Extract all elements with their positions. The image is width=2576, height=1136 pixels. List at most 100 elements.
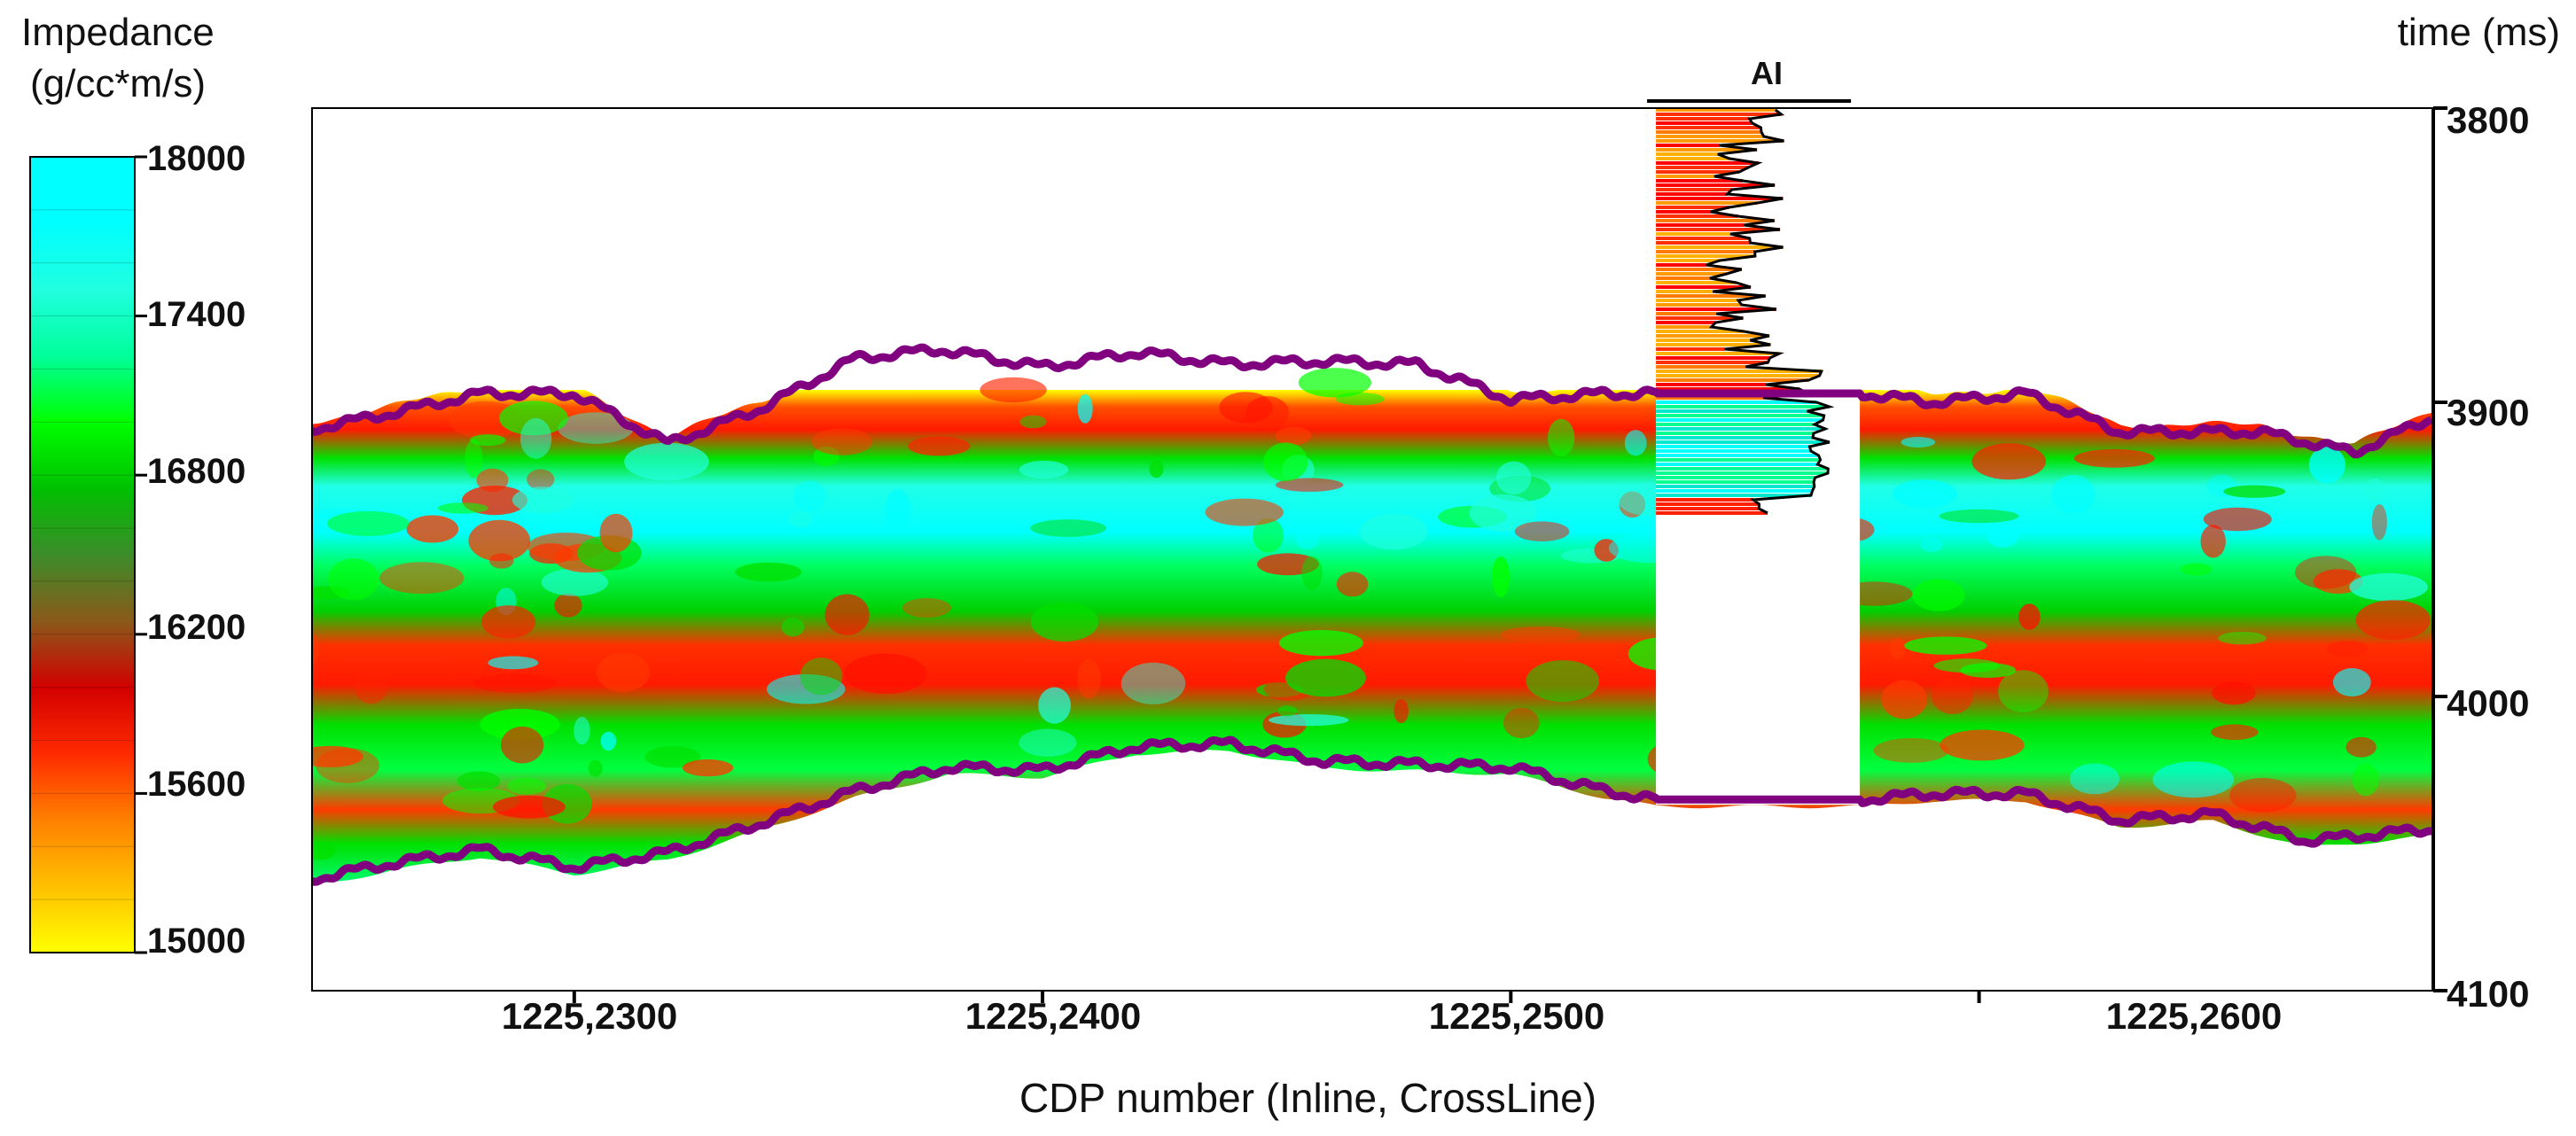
impedance-blob: [519, 417, 552, 459]
impedance-blob: [1904, 636, 1987, 655]
impedance-blob: [326, 510, 410, 536]
impedance-blob: [1019, 460, 1069, 479]
impedance-blob: [493, 795, 566, 819]
x-tick-label: 1225,2600: [2105, 995, 2283, 1037]
colorbar-title-line1: Impedance: [21, 11, 215, 54]
impedance-blob: [1998, 670, 2049, 712]
impedance-blob: [597, 652, 650, 692]
impedance-blob: [1285, 658, 1366, 697]
impedance-blob: [2295, 556, 2357, 589]
impedance-blob: [499, 401, 568, 436]
impedance-blob: [1893, 479, 1957, 509]
y-tick-label: 4000: [2447, 682, 2530, 724]
impedance-blob: [2069, 763, 2119, 795]
impedance-blob: [312, 841, 336, 860]
impedance-blob: [2051, 474, 2096, 515]
x-axis-label: CDP number (Inline, CrossLine): [1019, 1075, 1597, 1121]
impedance-blob: [481, 605, 536, 639]
impedance-blob: [1526, 660, 1600, 702]
impedance-blob: [1971, 443, 2046, 480]
impedance-blob: [1301, 556, 1323, 590]
impedance-blob: [558, 412, 634, 444]
impedance-blob: [1501, 626, 1581, 642]
impedance-blob: [574, 716, 590, 745]
impedance-blob: [811, 428, 872, 455]
impedance-blob: [624, 442, 709, 481]
impedance-blob: [600, 731, 617, 751]
impedance-blob: [2073, 448, 2155, 468]
colorbar-tick-label: 15600: [147, 765, 246, 804]
impedance-blob: [908, 436, 971, 456]
impedance-blob: [1495, 461, 1532, 494]
impedance-blob: [885, 489, 911, 530]
impedance-blob: [1030, 602, 1098, 642]
impedance-blob: [1873, 738, 1949, 763]
impedance-blob: [1019, 415, 1047, 429]
impedance-blob: [588, 759, 603, 777]
impedance-blob: [2181, 563, 2213, 576]
impedance-blob: [599, 513, 633, 553]
impedance-blob: [1263, 442, 1308, 482]
impedance-blob: [1492, 556, 1510, 597]
impedance-blob: [1253, 517, 1284, 553]
colorbar-tick-label: 17400: [147, 295, 246, 334]
impedance-blob: [980, 377, 1047, 403]
impedance-blob: [800, 657, 843, 696]
impedance-blob: [844, 653, 927, 694]
horizon-bottom: [310, 735, 2433, 886]
impedance-blob: [1901, 437, 1936, 447]
impedance-blob: [902, 597, 951, 618]
impedance-blob: [793, 480, 826, 511]
impedance-blob: [480, 708, 560, 740]
impedance-blob: [824, 594, 870, 635]
y-tick-label: 4100: [2447, 973, 2530, 1015]
impedance-blob: [1219, 392, 1273, 424]
x-tick-label: 1225,2500: [1428, 995, 1605, 1037]
impedance-blob: [1624, 430, 1647, 456]
impedance-blob: [1940, 729, 2025, 761]
impedance-blob: [781, 618, 805, 637]
impedance-blob: [473, 673, 558, 693]
well-log-label: AI: [1751, 55, 1783, 91]
y-tick-label: 3800: [2447, 99, 2530, 141]
impedance-blob: [2352, 764, 2379, 797]
impedance-blob: [2332, 668, 2371, 696]
impedance-blob: [527, 469, 555, 490]
impedance-blob: [468, 519, 531, 562]
impedance-blob: [464, 439, 483, 479]
impedance-blob: [1469, 494, 1537, 532]
impedance-blob: [507, 777, 547, 795]
impedance-blob: [457, 771, 501, 791]
impedance-blob: [1393, 699, 1409, 724]
impedance-blob: [1912, 579, 1965, 611]
impedance-blob: [1336, 572, 1369, 597]
axes: [311, 106, 2447, 1003]
impedance-blob: [328, 558, 379, 601]
impedance-blob: [489, 553, 514, 569]
impedance-body: [312, 368, 2433, 884]
impedance-blob: [1277, 705, 1298, 717]
impedance-blob: [2200, 525, 2226, 558]
impedance-blob: [2326, 641, 2369, 657]
impedance-blob: [735, 562, 802, 582]
impedance-blob: [1619, 491, 1646, 518]
colorbar-tick-label: 18000: [147, 139, 246, 178]
impedance-blob: [644, 746, 701, 768]
impedance-blob: [766, 673, 846, 704]
impedance-blob: [2346, 736, 2377, 758]
impedance-blob: [1268, 714, 1349, 727]
impedance-blob: [2152, 761, 2235, 798]
impedance-blob: [1275, 426, 1312, 446]
impedance-blob: [437, 502, 488, 514]
impedance-blob: [1278, 630, 1363, 657]
impedance-blob: [379, 562, 464, 595]
impedance-blob: [2203, 507, 2272, 532]
well-log: [1647, 99, 1852, 515]
impedance-blob: [1987, 526, 2019, 548]
y-axis-label: time (ms): [2397, 11, 2560, 54]
impedance-blob: [2371, 504, 2387, 541]
impedance-blob: [1933, 658, 2000, 673]
impedance-blob: [1077, 659, 1101, 699]
y-tick-label: 3900: [2447, 392, 2530, 433]
impedance-blob: [1019, 728, 1077, 757]
